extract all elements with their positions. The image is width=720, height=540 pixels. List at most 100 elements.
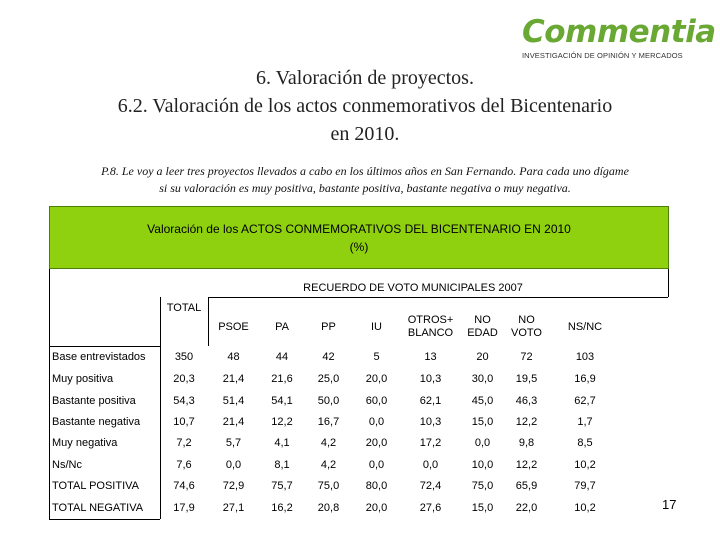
row-label: TOTAL NEGATIVA	[52, 502, 144, 514]
cell-value: 5,7	[225, 437, 242, 449]
cell-value: 10,2	[574, 459, 596, 471]
cell-value: 50,0	[317, 395, 340, 407]
total-value: 17,9	[173, 502, 195, 514]
total-value: 20,3	[173, 373, 195, 385]
row-label: Muy negativa	[52, 437, 118, 449]
row-label: Bastante positiva	[52, 395, 136, 407]
cell-value: 21,4	[222, 416, 245, 428]
total-value: 74,6	[173, 480, 195, 492]
cell-value: 17,2	[419, 437, 442, 449]
cell-value: 44	[275, 351, 289, 363]
cell-value: 27,1	[222, 502, 245, 514]
cell-value: 75,0	[471, 480, 494, 492]
cell-value: 12,2	[515, 416, 538, 428]
commentia-logo: Commentia INVESTIGACIÓN DE OPINIÓN Y MER…	[522, 14, 716, 60]
cell-value: 15,0	[471, 502, 494, 514]
cell-value: 54,1	[271, 395, 293, 407]
cell-value: 13	[424, 351, 437, 363]
cell-value: 103	[575, 351, 595, 363]
column-header: IU	[371, 320, 382, 333]
column-header: NO EDAD	[467, 314, 498, 339]
page-title: 6. Valoración de proyectos. 6.2. Valorac…	[0, 64, 720, 148]
cell-value: 19,5	[515, 373, 538, 385]
cell-value: 12,2	[271, 416, 293, 428]
cell-value: 9,8	[518, 437, 535, 449]
cell-value: 4,1	[274, 437, 290, 449]
cell-value: 0,0	[422, 459, 439, 471]
cell-value: 0,0	[368, 459, 385, 471]
logo-name: Commentia	[522, 14, 716, 50]
cell-value: 30,0	[471, 373, 494, 385]
cell-value: 75,7	[271, 480, 293, 492]
column-header: NS/NC	[567, 320, 603, 333]
cell-value: 51,4	[222, 395, 245, 407]
cell-value: 8,5	[577, 437, 593, 449]
page-number: 17	[662, 497, 677, 512]
cell-value: 16,9	[574, 373, 596, 385]
table-title-box: Valoración de los ACTOS CONMEMORATIVOS D…	[49, 206, 669, 269]
total-value: 350	[174, 351, 194, 363]
cell-value: 79,7	[574, 480, 596, 492]
logo-tagline: INVESTIGACIÓN DE OPINIÓN Y MERCADOS	[522, 51, 683, 60]
table-title-line-1: Valoración de los ACTOS CONMEMORATIVOS D…	[147, 222, 571, 236]
cell-value: 0,0	[225, 459, 242, 471]
cell-value: 8,1	[274, 459, 290, 471]
cell-value: 72,9	[222, 480, 245, 492]
label-column-divider	[160, 297, 161, 519]
cell-value: 21,6	[271, 373, 293, 385]
column-header: OTROS+ BLANCO	[407, 314, 454, 339]
cell-value: 15,0	[471, 416, 494, 428]
cell-value: 60,0	[365, 395, 388, 407]
cell-value: 65,9	[515, 480, 538, 492]
cell-value: 45,0	[471, 395, 494, 407]
cell-value: 10,2	[574, 502, 596, 514]
cell-value: 62,7	[574, 395, 596, 407]
row-label: Base entrevistados	[52, 351, 146, 363]
column-header: NO VOTO	[511, 314, 542, 339]
cell-value: 10,0	[471, 459, 494, 471]
cell-value: 10,3	[419, 416, 442, 428]
cell-value: 20	[476, 351, 489, 363]
column-header: PP	[321, 320, 336, 333]
table-border-right	[668, 269, 669, 297]
cell-value: 80,0	[365, 480, 388, 492]
cell-value: 62,1	[419, 395, 442, 407]
row-label: TOTAL POSITIVA	[52, 480, 140, 492]
cell-value: 20,0	[365, 437, 388, 449]
cell-value: 12,2	[515, 459, 538, 471]
cell-value: 0,0	[474, 437, 491, 449]
cell-value: 4,2	[320, 437, 337, 449]
cell-value: 4,2	[320, 459, 337, 471]
cell-value: 5	[373, 351, 380, 363]
total-value: 7,6	[176, 459, 192, 471]
group-header: RECUERDO DE VOTO MUNICIPALES 2007	[303, 282, 523, 294]
cell-value: 21,4	[222, 373, 245, 385]
cell-value: 72,4	[419, 480, 442, 492]
title-line-1: 6. Valoración de proyectos.	[256, 67, 474, 89]
cell-value: 25,0	[317, 373, 340, 385]
cell-value: 0,0	[368, 416, 385, 428]
column-header: PSOE	[218, 320, 249, 333]
cell-value: 75,0	[317, 480, 340, 492]
question-line-1: P.8. Le voy a leer tres proyectos llevad…	[101, 164, 629, 178]
cell-value: 22,0	[515, 502, 538, 514]
cell-value: 27,6	[419, 502, 442, 514]
column-header: PA	[275, 320, 289, 333]
cell-value: 10,3	[419, 373, 442, 385]
total-column-divider	[208, 297, 209, 346]
cell-value: 48	[227, 351, 240, 363]
table-border-bottom	[49, 519, 160, 520]
cell-value: 20,0	[365, 502, 388, 514]
cell-value: 16,7	[317, 416, 340, 428]
cell-value: 72	[520, 351, 533, 363]
row-label: Ns/Nc	[52, 459, 82, 471]
row-label: Muy positiva	[52, 373, 114, 385]
total-header: TOTAL	[166, 302, 202, 314]
total-value: 7,2	[176, 437, 192, 449]
question-text: P.8. Le voy a leer tres proyectos llevad…	[40, 163, 690, 197]
header-rule	[49, 346, 160, 347]
cell-value: 42	[322, 351, 335, 363]
total-value: 54,3	[173, 395, 195, 407]
cell-value: 20,8	[317, 502, 340, 514]
cell-value: 46,3	[515, 395, 538, 407]
